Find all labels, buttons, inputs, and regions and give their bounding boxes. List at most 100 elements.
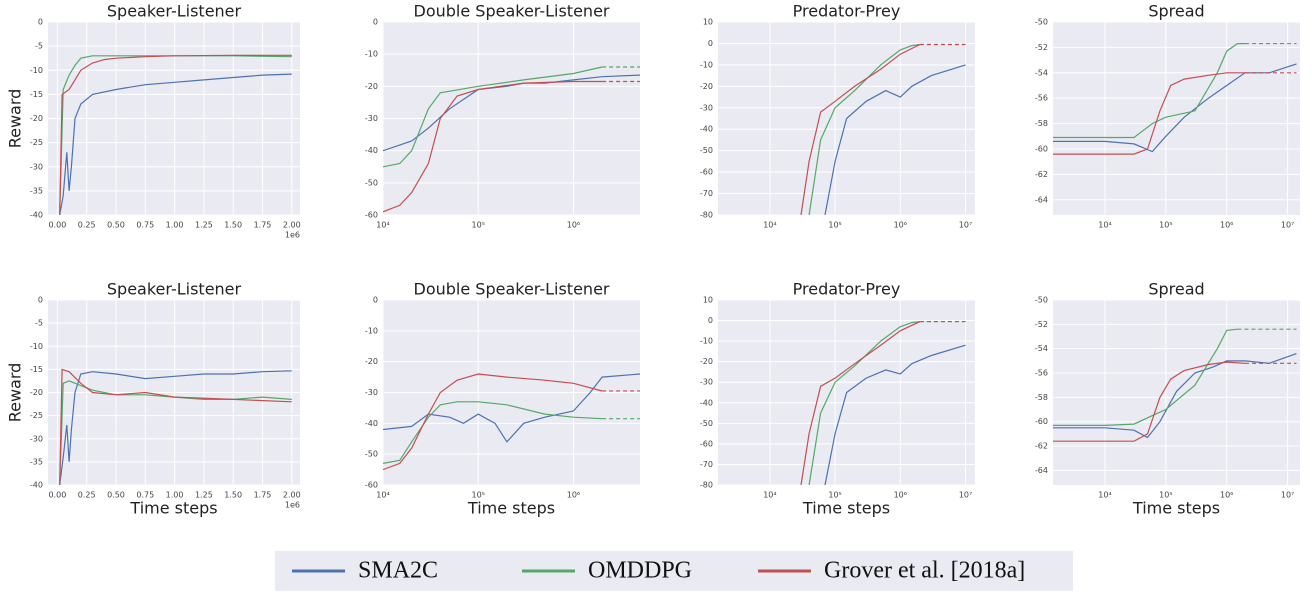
series-line	[59, 73, 292, 215]
x-offset-label: 1e6	[285, 501, 300, 510]
x-tick-label: 1.75	[254, 221, 272, 230]
y-tick-label: -80	[700, 481, 713, 490]
x-tick-label: 0.50	[107, 221, 125, 230]
series-line	[383, 80, 603, 213]
x-tick-label: 0.00	[48, 221, 66, 230]
y-tick-label: -50	[1035, 18, 1048, 27]
x-axis-label: Time steps	[1132, 499, 1220, 518]
series-line	[800, 43, 921, 215]
x-tick-label: 1.50	[224, 491, 242, 500]
y-tick-label: -58	[1035, 393, 1048, 402]
y-tick-label: 0	[708, 39, 713, 48]
y-tick-label: -20	[30, 114, 43, 123]
x-tick-label: 10⁴	[1098, 491, 1111, 500]
y-axis-label: Reward	[6, 363, 25, 423]
y-tick-label: -64	[1035, 466, 1048, 475]
y-tick-label: -54	[1035, 68, 1048, 77]
y-tick-label: -40	[365, 419, 378, 428]
y-tick-label: -5	[35, 42, 43, 51]
y-tick-label: -62	[1035, 442, 1048, 451]
y-tick-label: -10	[700, 60, 713, 69]
series-line	[800, 321, 921, 485]
x-offset-label: 1e6	[285, 231, 300, 240]
y-tick-label: -40	[30, 211, 43, 220]
x-tick-label: 10⁶	[1220, 221, 1233, 230]
x-tick-label: 10⁷	[959, 491, 972, 500]
x-tick-label: 0.75	[136, 221, 154, 230]
x-tick-label: 10⁴	[376, 491, 389, 500]
y-tick-label: 0	[38, 296, 43, 305]
y-tick-label: -60	[700, 168, 713, 177]
y-tick-label: -30	[30, 434, 43, 443]
series-line	[808, 321, 920, 485]
y-tick-label: -60	[365, 481, 378, 490]
series-line	[1053, 72, 1245, 155]
y-tick-label: -50	[700, 146, 713, 155]
y-tick-label: 10	[703, 296, 713, 305]
chart-title: Double Speaker-Listener	[414, 2, 610, 21]
x-tick-label: 10⁴	[376, 221, 389, 230]
x-tick-label: 10⁵	[828, 221, 841, 230]
legend-box	[275, 551, 1073, 591]
y-tick-label: -20	[365, 357, 378, 366]
x-tick-label: 1.00	[166, 221, 184, 230]
x-tick-label: 1.75	[254, 491, 272, 500]
chart-title: Speaker-Listener	[107, 280, 242, 299]
x-tick-label: 10⁶	[567, 221, 580, 230]
y-tick-label: -60	[365, 211, 378, 220]
series-line	[824, 64, 966, 215]
y-tick-label: -20	[30, 388, 43, 397]
y-tick-label: 10	[703, 18, 713, 27]
y-tick-label: -20	[700, 82, 713, 91]
y-tick-label: -35	[30, 457, 43, 466]
series-line	[59, 368, 292, 485]
y-tick-label: -50	[700, 419, 713, 428]
series-line	[824, 344, 966, 485]
x-tick-label: 1.25	[195, 491, 213, 500]
x-tick-label: 10⁴	[763, 221, 776, 230]
y-tick-label: -60	[1035, 144, 1048, 153]
y-tick-label: -52	[1035, 320, 1048, 329]
series-line	[1053, 353, 1297, 439]
y-tick-label: -10	[365, 326, 378, 335]
x-tick-label: 10⁵	[828, 491, 841, 500]
x-tick-label: 10⁶	[894, 221, 907, 230]
legend-label: OMDDPG	[588, 558, 692, 584]
y-tick-label: -15	[30, 90, 43, 99]
x-tick-label: 10⁶	[1220, 491, 1233, 500]
legend-label: Grover et al. [2018a]	[824, 558, 1025, 584]
y-tick-label: -30	[365, 388, 378, 397]
chart-title: Speaker-Listener	[107, 2, 242, 21]
chart-title: Spread	[1148, 2, 1204, 21]
x-tick-label: 10⁷	[959, 221, 972, 230]
y-tick-label: -56	[1035, 94, 1048, 103]
y-tick-label: -30	[365, 114, 378, 123]
y-tick-label: 0	[708, 316, 713, 325]
plot-area	[1053, 22, 1300, 215]
series-line	[1053, 361, 1246, 442]
x-tick-label: 10⁵	[472, 491, 485, 500]
x-tick-label: 10⁷	[1281, 221, 1294, 230]
y-tick-label: -5	[35, 319, 43, 328]
y-tick-label: -25	[30, 138, 43, 147]
x-tick-label: 0.00	[48, 491, 66, 500]
y-tick-label: -58	[1035, 119, 1048, 128]
y-tick-label: -50	[365, 450, 378, 459]
x-tick-label: 10⁶	[894, 491, 907, 500]
x-tick-label: 1.00	[166, 491, 184, 500]
x-tick-label: 1.25	[195, 221, 213, 230]
y-tick-label: -50	[1035, 296, 1048, 305]
y-tick-label: -70	[700, 189, 713, 198]
y-tick-label: -64	[1035, 195, 1048, 204]
series-line	[1053, 43, 1245, 139]
y-tick-label: -54	[1035, 344, 1048, 353]
x-tick-label: 10⁵	[1159, 491, 1172, 500]
y-tick-label: -60	[1035, 417, 1048, 426]
x-tick-label: 0.50	[107, 491, 125, 500]
y-tick-label: -40	[30, 481, 43, 490]
x-tick-label: 10⁴	[1098, 221, 1111, 230]
y-tick-label: -10	[700, 337, 713, 346]
y-tick-label: -56	[1035, 369, 1048, 378]
y-axis-label: Reward	[6, 89, 25, 149]
x-axis-label: Time steps	[129, 499, 217, 518]
